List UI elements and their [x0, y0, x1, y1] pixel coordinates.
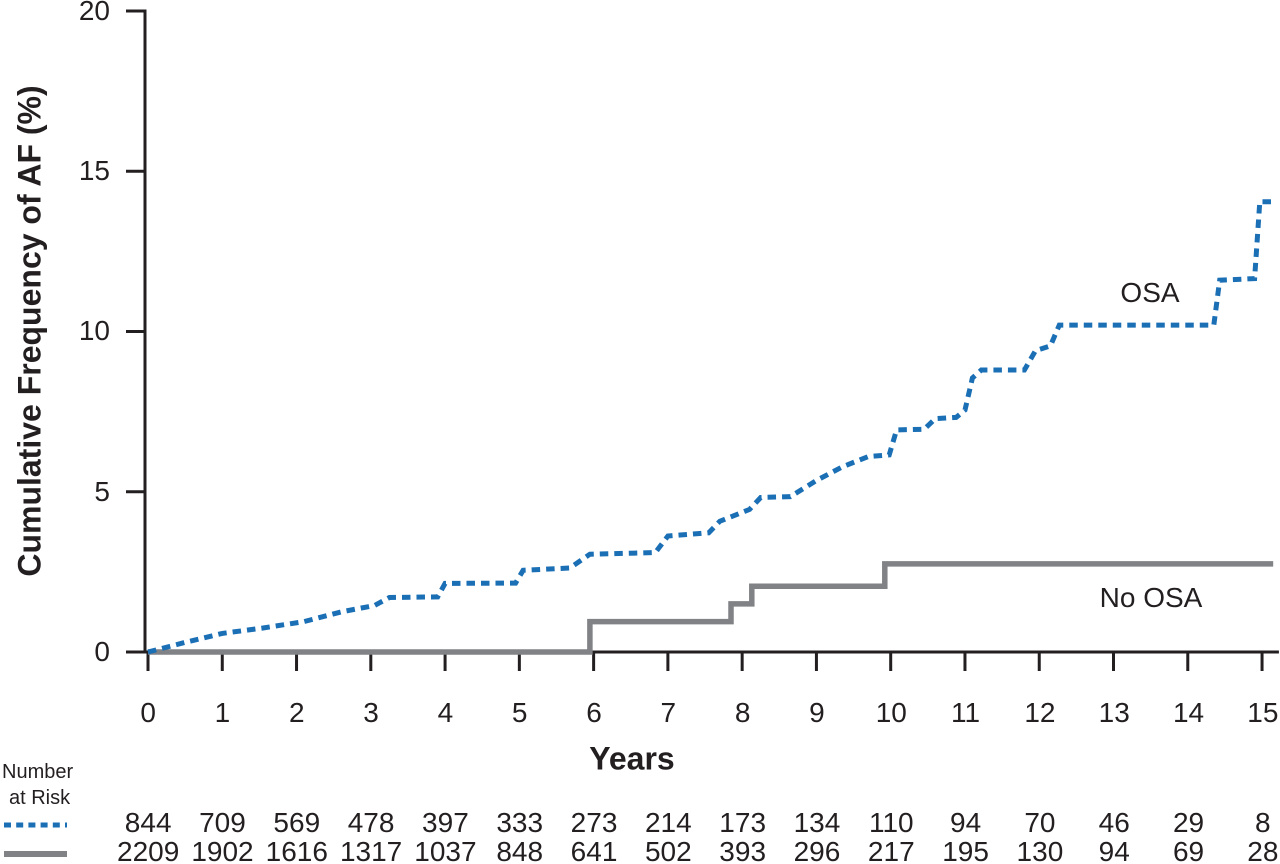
y-tick-label: 0: [94, 636, 110, 667]
at-risk-count: 94: [1098, 836, 1130, 864]
at-risk-row-no-osa: 2209 1902 1616 1317 1037 848 641 502 393…: [111, 837, 1280, 864]
at-risk-count: 569: [273, 807, 321, 838]
at-risk-count: 173: [719, 807, 767, 838]
at-risk-count: 69: [1172, 836, 1205, 864]
series-label-osa: OSA: [1120, 277, 1180, 308]
x-axis-title: Years: [589, 740, 675, 777]
osa-curve: [147, 199, 1272, 655]
x-tick-label: 2: [288, 697, 305, 728]
at-risk-count: 397: [422, 807, 469, 838]
at-risk-count: 1616: [265, 836, 328, 864]
x-axis-tick-labels: 0 1 2 3 4 5 6 7 8 9 10 11 12 13 14 15: [111, 698, 1280, 728]
at-risk-count: 110: [868, 807, 914, 838]
x-tick-label: 5: [511, 697, 528, 728]
y-tick-label: 20: [78, 0, 110, 26]
at-risk-count: 46: [1098, 807, 1130, 838]
at-risk-count: 195: [942, 836, 989, 864]
x-tick-label: 9: [809, 697, 825, 728]
at-risk-count: 296: [793, 836, 841, 864]
number-at-risk-header: at Risk: [9, 787, 71, 809]
x-tick-label: 6: [586, 697, 602, 728]
no-osa-curve: [148, 561, 1274, 655]
x-tick-label: 12: [1024, 697, 1056, 728]
at-risk-count: 134: [793, 807, 841, 838]
x-tick-label: 15: [1247, 697, 1279, 728]
at-risk-count: 1037: [414, 836, 477, 864]
x-tick-label: 1: [214, 697, 231, 728]
at-risk-count: 8: [1255, 807, 1271, 838]
x-tick-label: 4: [437, 697, 454, 728]
at-risk-count: 1902: [191, 836, 254, 864]
at-risk-count: 2209: [117, 836, 180, 864]
x-tick-label: 8: [734, 697, 751, 728]
at-risk-count: 70: [1024, 807, 1056, 838]
at-risk-count: 130: [1016, 836, 1064, 864]
x-tick-label: 14: [1172, 697, 1205, 728]
number-at-risk-header: Number: [2, 761, 74, 783]
x-tick-label: 3: [363, 697, 379, 728]
at-risk-count: 333: [496, 807, 544, 838]
at-risk-count: 28: [1247, 836, 1279, 864]
y-tick-label: 15: [78, 155, 110, 186]
at-risk-count: 641: [570, 836, 618, 864]
x-tick-label: 13: [1098, 697, 1130, 728]
at-risk-count: 709: [199, 807, 246, 838]
at-risk-count: 29: [1172, 807, 1205, 838]
series-label-no-osa: No OSA: [1099, 582, 1203, 613]
x-tick-label: 10: [875, 697, 907, 728]
at-risk-count: 478: [347, 807, 395, 838]
at-risk-count: 848: [496, 836, 544, 864]
x-tick-label: 0: [140, 697, 156, 728]
at-risk-count: 214: [644, 807, 692, 838]
at-risk-count: 502: [644, 836, 692, 864]
at-risk-count: 844: [124, 807, 172, 838]
y-tick-label: 10: [78, 315, 110, 346]
at-risk-count: 393: [719, 836, 767, 864]
at-risk-row-osa: 844 709 569 478 397 333 273 214 173 134 …: [111, 808, 1280, 838]
at-risk-count: 217: [867, 836, 915, 864]
at-risk-count: 1317: [339, 836, 403, 864]
at-risk-count: 94: [950, 807, 982, 838]
at-risk-count: 273: [570, 807, 618, 838]
x-tick-label: 11: [951, 697, 981, 728]
y-tick-label: 5: [94, 476, 110, 507]
x-tick-label: 7: [660, 697, 677, 728]
